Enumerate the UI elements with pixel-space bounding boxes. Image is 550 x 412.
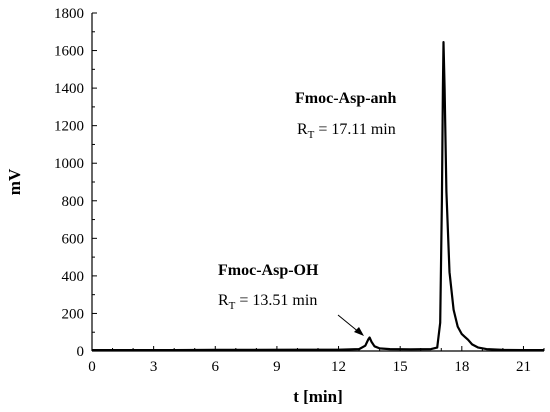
y-tick-label: 1400: [54, 81, 84, 97]
x-tick-label: 9: [273, 359, 281, 375]
annotation-name-fmoc-asp-anh: Fmoc-Asp-anh: [295, 90, 396, 107]
annotation-name-fmoc-asp-oh: Fmoc-Asp-OH: [218, 262, 319, 279]
rt-symbol: R: [218, 292, 229, 309]
annotation-rt-fmoc-asp-anh: RT = 17.11 min: [297, 121, 396, 141]
annotation-rt-fmoc-asp-oh: RT = 13.51 min: [218, 292, 317, 312]
y-tick-label: 1800: [54, 6, 84, 22]
x-tick-label: 15: [393, 359, 408, 375]
series-line-chromatogram: [92, 41, 544, 352]
y-tick-label: 600: [62, 231, 85, 247]
y-tick-label: 200: [62, 306, 85, 322]
annotation-arrow-fmoc-asp-oh: [337, 314, 364, 336]
plot-frame: [91, 13, 544, 352]
x-axis-title: t [min]: [293, 387, 343, 406]
x-tick-label: 6: [212, 359, 220, 375]
y-tick-label: 1200: [54, 119, 84, 135]
x-tick-label: 18: [454, 359, 469, 375]
rt-subscript: T: [308, 129, 315, 141]
y-axis-title: mV: [5, 168, 24, 195]
y-tick-label: 800: [62, 194, 85, 210]
y-tick-label: 1000: [54, 156, 84, 172]
y-axis-ticks: 0 200 400 600 800 1000 1200 1400 1600 1800: [54, 6, 97, 360]
x-tick-label: 0: [88, 359, 96, 375]
rt-value: = 13.51 min: [235, 292, 317, 309]
x-axis-ticks: 0 3 6 9 12 15 18 21: [88, 346, 545, 375]
rt-value: = 17.11 min: [314, 121, 395, 138]
y-tick-label: 400: [62, 269, 85, 285]
x-tick-label: 21: [516, 359, 531, 375]
y-tick-label: 1600: [54, 44, 84, 60]
x-tick-label: 12: [331, 359, 346, 375]
y-tick-label: 0: [77, 344, 85, 360]
rt-subscript: T: [229, 300, 236, 312]
rt-symbol: R: [297, 121, 308, 138]
x-tick-label: 3: [150, 359, 158, 375]
